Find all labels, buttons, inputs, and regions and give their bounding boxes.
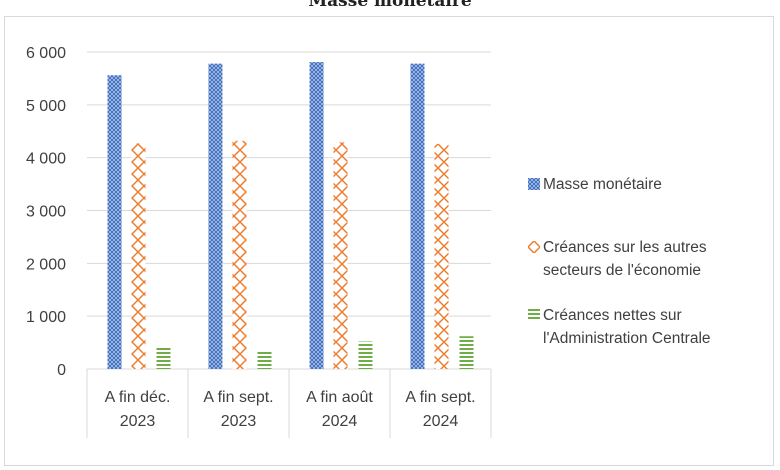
bar-masse-monetaire [107,75,122,369]
legend-swatch-crosshatch-icon [528,178,540,190]
x-tick-label: A fin déc. [105,389,171,406]
chart-area [4,16,774,466]
bar-masse-monetaire [309,62,324,370]
bar-creances-administration [459,336,474,369]
bar-creances-economie [232,140,247,369]
y-axis: 0 1 000 2 000 3 000 4 000 5 000 6 000 [26,45,66,379]
x-tick-label: 2023 [221,413,257,430]
y-tick-label: 6 000 [26,45,66,62]
x-tick-label: 2024 [322,413,358,430]
legend-swatch-lines-icon [528,309,540,321]
legend: Masse monétaire Créances sur les autres … [528,0,778,470]
x-tick-label: 2023 [120,413,156,430]
bar-masse-monetaire [410,63,425,370]
bar-creances-economie [131,143,146,369]
y-tick-label: 2 000 [26,256,66,273]
x-tick-label: 2024 [423,413,459,430]
x-axis: A fin déc. 2023 A fin sept. 2023 A fin août 2… [86,369,492,438]
y-tick-label: 3 000 [26,204,66,221]
x-tick-label: A fin sept. [405,389,475,406]
legend-label: Créances nettes sur l'Administration Cen… [543,307,711,347]
legend-swatch-diamond-icon [528,241,540,253]
y-tick-label: 4 000 [26,151,66,168]
grid-lines [87,51,491,370]
chart-title: Masse monétaire [308,0,472,11]
legend-label: Créances sur les autres secteurs de l'éc… [543,239,707,279]
bar-creances-economie [434,143,449,369]
bar-masse-monetaire [208,63,223,370]
bar-creances-administration [358,341,373,369]
y-tick-label: 5 000 [26,98,66,115]
legend-label: Masse monétaire [543,176,662,193]
bar-creances-administration [257,351,272,369]
y-tick-label: 0 [57,362,66,379]
x-tick-label: A fin août [306,389,373,406]
bars [107,62,474,370]
y-tick-label: 1 000 [26,309,66,326]
bar-creances-economie [333,142,348,369]
x-tick-label: A fin sept. [203,389,273,406]
bar-creances-administration [156,346,171,369]
